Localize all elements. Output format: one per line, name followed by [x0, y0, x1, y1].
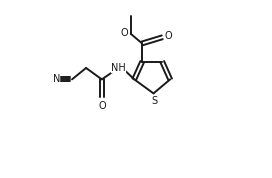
Text: S: S [151, 96, 157, 106]
Text: O: O [121, 28, 128, 38]
Text: O: O [164, 31, 172, 41]
Text: NH: NH [111, 63, 126, 73]
Text: N: N [52, 74, 60, 84]
Text: O: O [98, 101, 106, 111]
